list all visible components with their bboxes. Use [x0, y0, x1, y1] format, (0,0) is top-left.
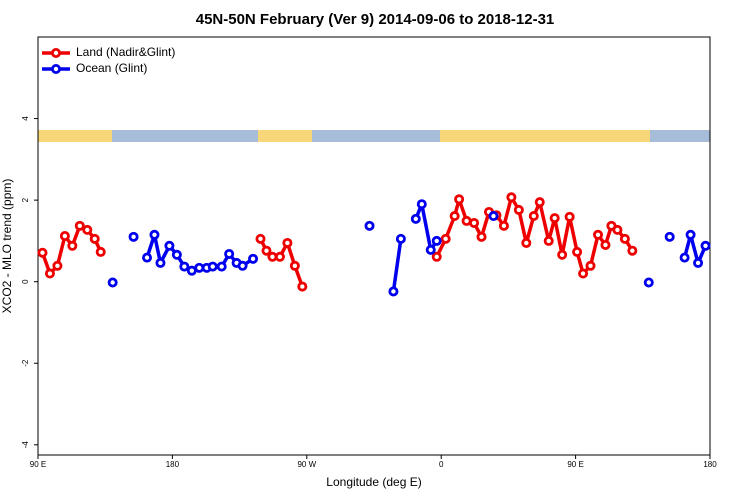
series: [37, 192, 638, 292]
data-point: [578, 268, 589, 279]
data-point: [521, 237, 532, 248]
y-tick-label: 4: [21, 116, 30, 121]
data-point: [600, 239, 611, 250]
data-point: [685, 229, 696, 240]
x-tick-label: 180: [703, 460, 717, 469]
data-point: [513, 204, 524, 215]
data-point: [128, 231, 139, 242]
data-point: [95, 246, 106, 257]
data-point: [664, 231, 675, 242]
data-point: [248, 253, 259, 264]
data-point: [52, 260, 63, 271]
data-point: [395, 233, 406, 244]
data-point: [476, 231, 487, 242]
data-point: [506, 192, 517, 203]
series: [107, 199, 711, 297]
x-tick-label: 90 E: [567, 460, 583, 469]
x-axis-label: Longitude (deg E): [326, 475, 421, 489]
data-point: [171, 249, 182, 260]
data-point: [261, 245, 272, 256]
data-point: [498, 220, 509, 231]
data-point: [534, 197, 545, 208]
data-point: [107, 277, 118, 288]
data-point: [224, 248, 235, 259]
data-point: [564, 211, 575, 222]
data-point: [207, 261, 218, 272]
data-point: [74, 220, 85, 231]
data-point: [488, 211, 499, 222]
data-point: [593, 229, 604, 240]
data-point: [289, 260, 300, 271]
y-tick-label: -4: [21, 441, 30, 449]
data-point: [693, 257, 704, 268]
data-point: [612, 224, 623, 235]
data-point: [469, 217, 480, 228]
data-point: [179, 261, 190, 272]
data-point: [44, 268, 55, 279]
data-point: [543, 235, 554, 246]
data-point: [89, 233, 100, 244]
data-point: [59, 231, 70, 242]
data-point: [216, 261, 227, 272]
data-point: [431, 251, 442, 262]
data-point: [431, 235, 442, 246]
x-tick-label: 90 W: [297, 460, 316, 469]
data-point: [255, 233, 266, 244]
legend-marker: [51, 64, 62, 75]
data-point: [449, 211, 460, 222]
data-point: [142, 252, 153, 263]
data-point: [388, 286, 399, 297]
legend-marker: [51, 48, 62, 59]
data-point: [149, 229, 160, 240]
data-point: [67, 240, 78, 251]
data-point: [425, 244, 436, 255]
data-point: [627, 245, 638, 256]
y-axis-label: XCO2 - MLO trend (ppm): [0, 179, 14, 314]
chart-title: 45N-50N February (Ver 9) 2014-09-06 to 2…: [196, 11, 555, 28]
data-point: [297, 281, 308, 292]
map-strip: [38, 130, 710, 142]
map-ocean: [312, 130, 440, 142]
data-point: [549, 213, 560, 224]
x-tick-label: 180: [166, 460, 180, 469]
map-ocean: [112, 130, 258, 142]
x-tick-label: 90 E: [30, 460, 46, 469]
data-point: [619, 233, 630, 244]
data-point: [528, 211, 539, 222]
data-point: [585, 260, 596, 271]
data-point: [164, 240, 175, 251]
data-point: [237, 260, 248, 271]
data-point: [440, 233, 451, 244]
data-point: [557, 249, 568, 260]
y-tick-label: 2: [21, 197, 30, 202]
y-tick-label: -2: [21, 359, 30, 367]
data-point: [679, 252, 690, 263]
data-point: [155, 257, 166, 268]
data-point: [282, 237, 293, 248]
map-ocean: [650, 130, 710, 142]
legend-label: Ocean (Glint): [76, 61, 147, 75]
legend-label: Land (Nadir&Glint): [76, 45, 175, 59]
data-point: [700, 240, 711, 251]
data-point: [364, 220, 375, 231]
y-tick-label: 0: [21, 279, 30, 284]
data-point: [410, 213, 421, 224]
data-point: [643, 277, 654, 288]
data-point: [37, 247, 48, 258]
x-tick-label: 0: [439, 460, 444, 469]
data-point: [416, 199, 427, 210]
data-point: [82, 224, 93, 235]
data-point: [454, 194, 465, 205]
data-point: [572, 246, 583, 257]
data-point: [274, 251, 285, 262]
